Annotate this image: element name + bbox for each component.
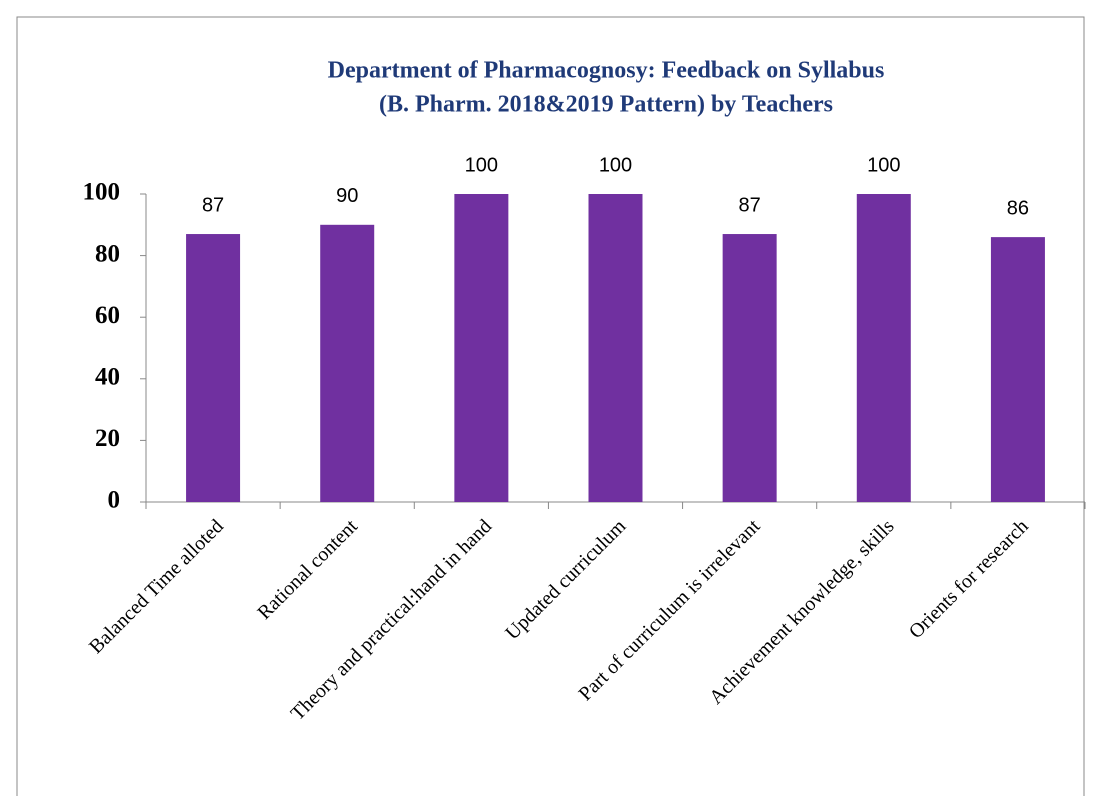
bar	[588, 194, 643, 502]
y-tick-label: 80	[95, 240, 120, 267]
value-label: 90	[336, 185, 358, 207]
chart-title: (B. Pharm. 2018&2019 Pattern) by Teacher…	[379, 92, 833, 118]
y-tick-label: 40	[95, 364, 120, 391]
chart-border	[16, 16, 1085, 796]
y-tick-label: 20	[95, 425, 120, 452]
chart-title: Department of Pharmacognosy: Feedback on…	[328, 58, 885, 84]
bar	[320, 224, 375, 503]
bar	[990, 237, 1045, 502]
y-tick-label: 60	[95, 302, 120, 329]
bar	[454, 194, 509, 502]
bar	[856, 194, 911, 502]
value-label: 87	[202, 194, 224, 216]
bar	[722, 234, 777, 503]
value-label: 86	[1007, 197, 1029, 219]
value-label: 100	[465, 154, 498, 176]
value-label: 100	[599, 154, 632, 176]
value-label: 87	[739, 194, 761, 216]
value-label: 100	[867, 154, 900, 176]
bar	[186, 234, 241, 503]
y-tick-label: 0	[108, 487, 121, 514]
y-tick-label: 100	[83, 179, 121, 206]
